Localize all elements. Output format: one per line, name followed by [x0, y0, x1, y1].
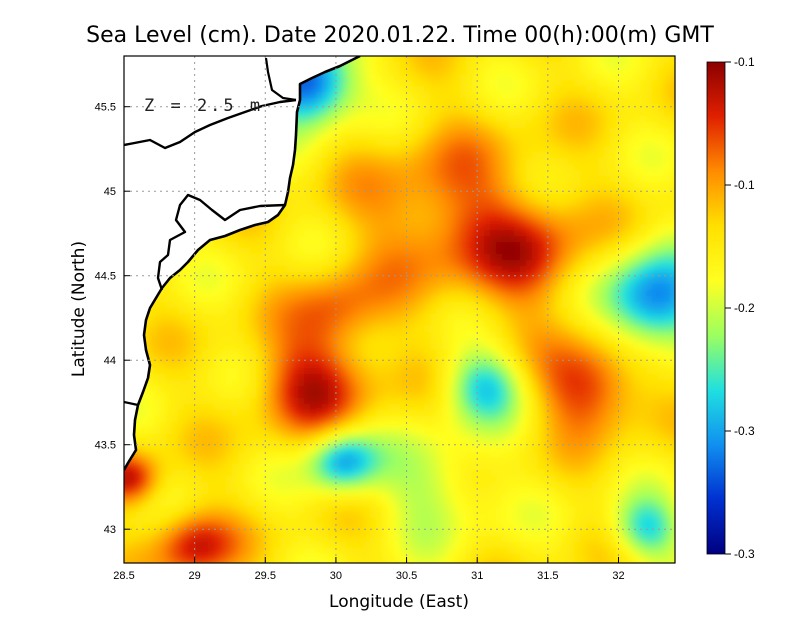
colorbar-label: -0.1: [734, 55, 755, 69]
y-tick-label: 45: [104, 186, 116, 198]
grid-lines: [124, 56, 675, 563]
coastline-line: [124, 56, 361, 471]
chart-title: Sea Level (cm). Date 2020.01.22. Time 00…: [86, 23, 714, 48]
x-tick-label: 30: [330, 570, 342, 582]
y-tick-label: 43.5: [95, 440, 116, 452]
x-tick-label: 31.5: [537, 570, 558, 582]
x-axis-ticks: 28.5 29 29.5 30 30.5 31 31.5 32: [113, 557, 625, 582]
lagoon-line: [156, 193, 286, 291]
x-tick-label: 32: [612, 570, 624, 582]
plot-frame: [123, 55, 676, 564]
coast-line-north: [124, 400, 139, 407]
land-mask: [124, 56, 360, 470]
colorbar-label: -0.3: [734, 424, 755, 438]
y-axis-ticks: 43 43.5 44 44.5 45 45.5: [95, 102, 130, 536]
colorbar-label: -0.3: [734, 547, 755, 561]
colorbar-label: -0.2: [734, 301, 755, 315]
coastline: [124, 56, 361, 471]
colorbar: -0.1 -0.1 -0.2 -0.3 -0.3: [706, 55, 755, 561]
x-axis-label: Longitude (East): [329, 592, 469, 612]
x-tick-label: 29.5: [255, 570, 276, 582]
inland-lake-line: [124, 98, 297, 150]
river-line: [264, 57, 297, 102]
colorbar-labels: -0.1 -0.1 -0.2 -0.3 -0.3: [725, 55, 755, 561]
colorbar-gradient: [706, 61, 726, 555]
y-tick-label: 44: [104, 355, 116, 367]
y-tick-label: 43: [104, 524, 116, 536]
x-tick-label: 28.5: [113, 570, 134, 582]
x-tick-label: 29: [189, 570, 201, 582]
x-tick-label: 31: [471, 570, 483, 582]
x-tick-label: 30.5: [396, 570, 417, 582]
y-tick-label: 44.5: [95, 271, 116, 283]
y-axis-label: Latitude (North): [69, 241, 89, 377]
y-tick-label: 45.5: [95, 102, 116, 114]
depth-annotation: Z = 2.5 m: [144, 96, 263, 116]
colorbar-label: -0.1: [734, 178, 755, 192]
